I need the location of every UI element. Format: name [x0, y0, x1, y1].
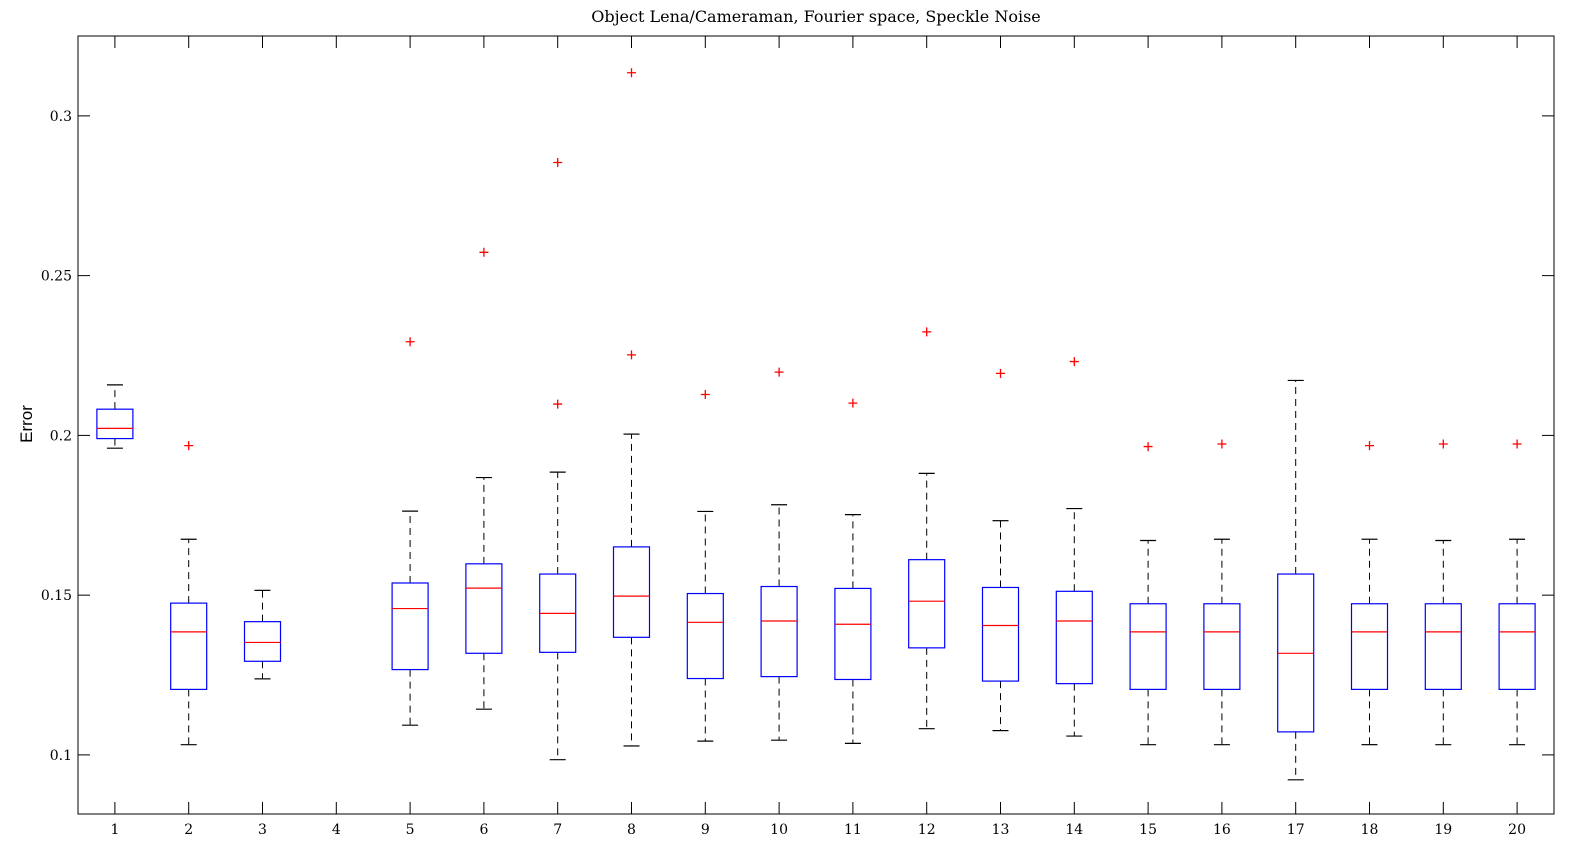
outlier-marker	[1365, 441, 1374, 451]
iqr-box	[1498, 603, 1536, 690]
outlier-marker	[1438, 439, 1448, 449]
outlier-marker	[700, 389, 710, 399]
x-tick-label: 1	[110, 822, 119, 838]
y-tick-label: 0.15	[41, 588, 72, 604]
x-tick-label: 13	[992, 822, 1010, 838]
iqr-box	[243, 621, 282, 662]
iqr-box	[465, 563, 503, 654]
iqr-box	[760, 585, 798, 678]
iqr-box	[686, 592, 724, 680]
x-tick-label: 9	[701, 822, 710, 838]
plot-area: 0.10.150.20.250.31 2 3 4 5 6 7 8 9 10 11 12 13 14 15 16…	[41, 35, 1555, 838]
iqr-box	[834, 587, 872, 681]
x-tick-label: 10	[770, 822, 788, 838]
y-tick-label: 0.1	[50, 748, 72, 764]
outlier-marker	[1143, 442, 1153, 452]
x-tick-label: 2	[184, 822, 193, 838]
iqr-box	[1424, 603, 1462, 690]
x-tick-label: 20	[1508, 822, 1526, 838]
x-tick-label: 8	[627, 822, 636, 838]
x-tick-label: 4	[332, 822, 341, 838]
iqr-box	[981, 586, 1020, 682]
chart-title: Object Lena/Cameraman, Fourier space, Sp…	[591, 7, 1041, 26]
x-tick-label: 14	[1065, 822, 1083, 838]
outlier-marker	[996, 368, 1005, 378]
outlier-marker	[627, 68, 636, 78]
outlier-marker	[553, 158, 563, 168]
x-tick-label: 19	[1434, 822, 1452, 838]
x-tick-label: 6	[479, 822, 488, 838]
x-tick-label: 11	[844, 822, 862, 838]
y-axis-label: Error	[17, 405, 36, 443]
outlier-marker	[479, 247, 489, 257]
iqr-box	[1350, 603, 1389, 690]
outlier-marker	[922, 327, 932, 337]
outlier-marker	[848, 398, 858, 408]
x-tick-label: 7	[553, 822, 562, 838]
outlier-marker	[774, 367, 784, 377]
outlier-marker	[553, 399, 563, 409]
axes-frame	[77, 35, 1555, 815]
outlier-marker	[405, 337, 415, 347]
outlier-marker	[1069, 357, 1079, 367]
y-tick-label: 0.25	[41, 269, 72, 285]
iqr-box	[1055, 590, 1093, 685]
y-tick-label: 0.3	[50, 109, 72, 125]
y-tick-label: 0.2	[50, 428, 72, 444]
outlier-marker	[1217, 439, 1227, 449]
x-tick-label: 5	[406, 822, 415, 838]
outlier-marker	[627, 350, 636, 360]
iqr-box	[1203, 603, 1241, 690]
iqr-box	[908, 559, 946, 649]
x-tick-label: 12	[918, 822, 936, 838]
iqr-box	[96, 408, 134, 440]
x-tick-label: 16	[1213, 822, 1231, 838]
iqr-box	[391, 582, 429, 671]
x-tick-label: 15	[1139, 822, 1157, 838]
iqr-box	[1129, 603, 1167, 690]
x-tick-label: 18	[1361, 822, 1379, 838]
x-tick-label: 17	[1287, 822, 1305, 838]
iqr-box	[612, 546, 651, 638]
outlier-marker	[1512, 439, 1522, 449]
x-tick-label: 3	[258, 822, 267, 838]
outlier-marker	[184, 441, 194, 451]
iqr-box	[170, 602, 208, 690]
